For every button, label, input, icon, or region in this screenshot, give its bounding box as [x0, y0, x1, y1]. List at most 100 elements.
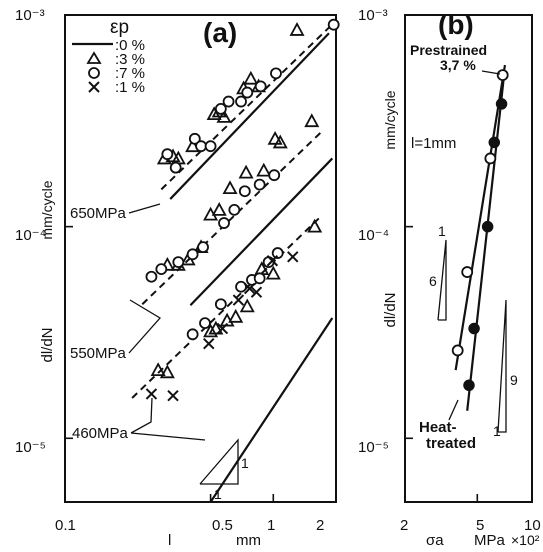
triangle-point-17 — [224, 182, 236, 193]
legend-cross-marker — [89, 82, 99, 92]
triangle-point-10 — [291, 24, 303, 35]
circle-point-6 — [224, 97, 234, 107]
panel-a-x-tick-labels: 0.1 0.5 1 2 — [55, 517, 324, 534]
heat-treated-point-2 — [483, 222, 493, 232]
heat-treated-leader — [449, 400, 458, 420]
legend-title: εp — [110, 17, 129, 38]
circle-point-15 — [188, 249, 198, 259]
heat-treated-point-0 — [464, 380, 474, 390]
triangle-point-8 — [245, 73, 257, 84]
cross-point-6 — [288, 252, 298, 262]
y-unit-b: mm/cycle — [382, 90, 398, 149]
panel-a-label: (a) — [203, 17, 237, 48]
annotation-treated: treated — [426, 435, 476, 452]
circle-point-16 — [198, 242, 208, 252]
prestrained-leader — [482, 71, 500, 74]
x-label-a: l — [168, 532, 171, 549]
triangle-point-18 — [240, 167, 252, 178]
panel-b-lines — [456, 65, 505, 411]
circle-point-24 — [216, 299, 226, 309]
circle-point-17 — [219, 218, 229, 228]
circle-point-14 — [173, 257, 183, 267]
triangle-point-28 — [230, 311, 242, 322]
panel-a-legend: εp :0 % :3 % :7 % :1 % — [72, 17, 145, 96]
prestrained-point-3 — [498, 70, 508, 80]
circle-point-22 — [188, 329, 198, 339]
legend-triangle-marker — [88, 53, 100, 63]
circle-point-12 — [146, 272, 156, 282]
annotation-prestrained: Prestrained — [410, 42, 487, 58]
condition-label: l=1mm — [411, 135, 456, 152]
heat-treated-point-3 — [489, 137, 499, 147]
stress-label-650: 650MPa — [70, 205, 127, 222]
y-tick-b-0: 10⁻³ — [358, 7, 388, 24]
slope-triangle-a — [200, 440, 238, 484]
circle-point-4 — [206, 141, 216, 151]
slope-run-label-b-0: 1 — [438, 223, 446, 239]
panel-b-label: (b) — [438, 9, 474, 40]
triangle-point-19 — [258, 165, 270, 176]
heat-treated-fit-line — [467, 77, 504, 411]
slope-run-label-b-1: 1 — [493, 423, 501, 439]
panel-a-lines — [132, 22, 335, 502]
prestrained-point-1 — [462, 267, 472, 277]
x-label-b: σa — [426, 532, 444, 549]
triangle-point-32 — [309, 221, 321, 232]
stress-label-550: 550MPa — [70, 345, 127, 362]
triangle-point-29 — [241, 300, 253, 311]
y-tick-b-1: 10⁻⁴ — [358, 227, 389, 244]
circle-point-9 — [256, 81, 266, 91]
circle-point-3 — [196, 141, 206, 151]
circle-point-21 — [269, 170, 279, 180]
circle-point-25 — [236, 282, 246, 292]
heat-treated-point-1 — [469, 324, 479, 334]
x-tick-a-1: 0.5 — [212, 517, 233, 534]
x-tick-a-2: 1 — [267, 517, 275, 534]
triangle-point-16 — [213, 204, 225, 215]
stress-leader-550 — [129, 300, 160, 353]
triangle-point-22 — [306, 115, 318, 126]
panel-a-points — [146, 20, 338, 401]
slope-triangle-b-prestrained — [438, 240, 446, 320]
y-unit-a: mm/cycle — [39, 180, 55, 239]
stress-label-460: 460MPa — [72, 425, 129, 442]
prestrained-point-0 — [453, 345, 463, 355]
heat-treated-point-4 — [497, 99, 507, 109]
circle-point-20 — [255, 180, 265, 190]
x-unit-b: MPa — [474, 532, 506, 549]
circle-point-18 — [229, 205, 239, 215]
x-tick-a-3: 2 — [316, 517, 324, 534]
dashed-line-0 — [161, 22, 335, 190]
legend-circle-marker — [89, 68, 99, 78]
y-tick-a-0: 10⁻³ — [15, 7, 45, 24]
cross-point-8 — [168, 391, 178, 401]
cross-point-7 — [146, 389, 156, 399]
solid-line-2 — [211, 318, 333, 502]
slope-run-label-a: 1 — [214, 486, 222, 502]
slope-rise-label-b-1: 9 — [510, 372, 518, 388]
x-multiplier-b: ×10² — [511, 532, 540, 548]
circle-point-27 — [255, 273, 265, 283]
slope-rise-label-b-0: 6 — [429, 273, 437, 289]
y-tick-a-2: 10⁻⁵ — [15, 439, 46, 456]
prestrained-point-2 — [485, 153, 495, 163]
cross-point-0 — [204, 339, 214, 349]
circle-point-8 — [242, 88, 252, 98]
legend-entry-3: :1 % — [115, 79, 145, 96]
x-unit-a: mm — [236, 532, 261, 549]
stress-leader-460 — [131, 398, 205, 440]
slope-triangle-b-heat — [498, 300, 506, 432]
stress-leader-650 — [129, 204, 160, 213]
panel-b: (b) Prestrained 3,7 % l=1mm Heat- treate… — [358, 7, 541, 549]
y-label-a: dl/dN — [39, 327, 56, 362]
circle-point-10 — [271, 68, 281, 78]
circle-point-19 — [240, 186, 250, 196]
circle-point-11 — [329, 20, 339, 30]
circle-point-1 — [171, 163, 181, 173]
x-tick-a-0: 0.1 — [55, 517, 76, 534]
circle-point-23 — [200, 318, 210, 328]
circle-point-7 — [236, 97, 246, 107]
prestrained-fit-line — [456, 65, 505, 370]
annotation-prestrained-value: 3,7 % — [440, 57, 476, 73]
